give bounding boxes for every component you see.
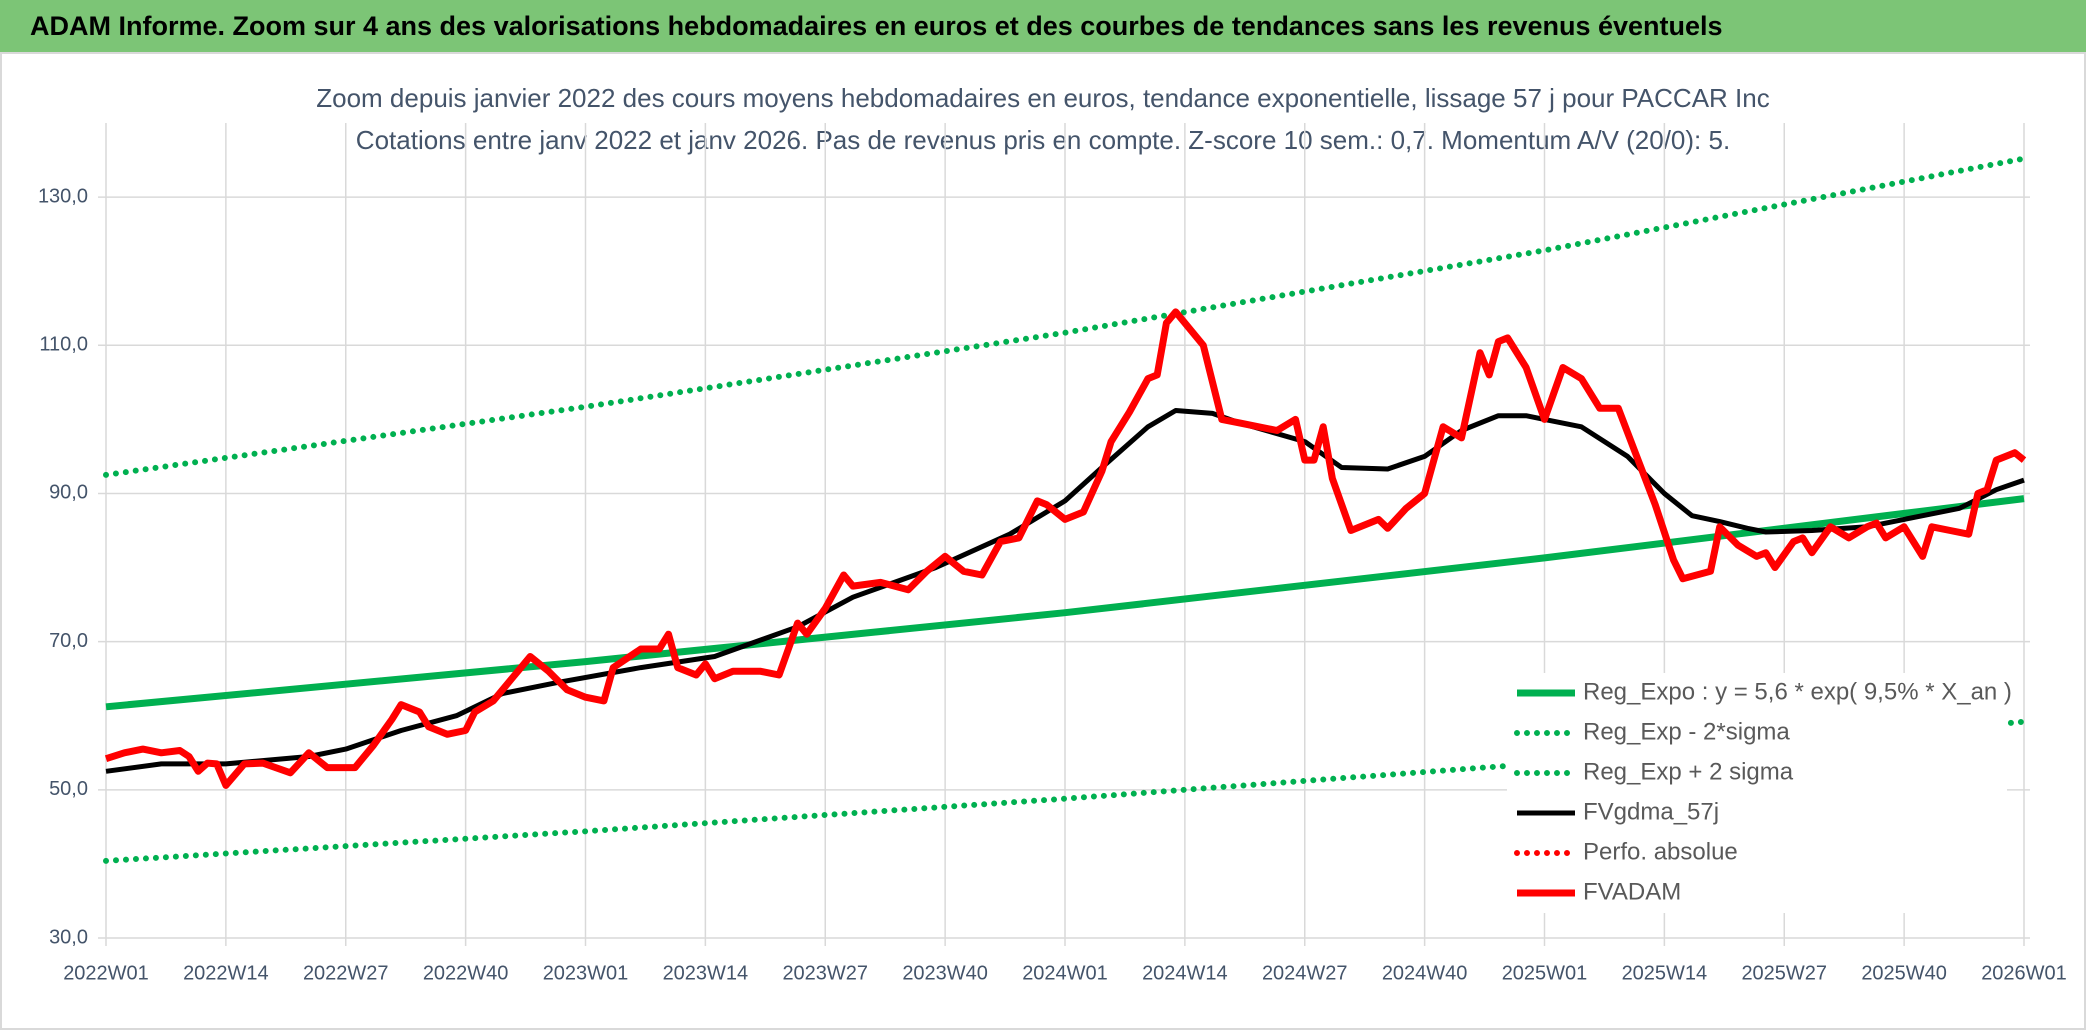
- y-tick-label: 130,0: [38, 185, 88, 207]
- chart-subtitle: Cotations entre janv 2022 et janv 2026. …: [356, 125, 1730, 155]
- chart-frame: [0, 52, 2086, 1030]
- x-tick-label: 2023W27: [782, 962, 868, 984]
- header-title: ADAM Informe. Zoom sur 4 ans des valoris…: [30, 11, 1723, 41]
- y-tick-label: 50,0: [49, 778, 88, 800]
- x-tick-label: 2023W40: [902, 962, 988, 984]
- series-line: [104, 308, 2027, 789]
- legend-label: FVADAM: [1583, 878, 1681, 905]
- y-tick-label: 110,0: [39, 334, 88, 356]
- y-tick-label: 90,0: [49, 482, 88, 504]
- x-tick-label: 2022W27: [303, 962, 389, 984]
- y-tick-label: 70,0: [49, 630, 88, 652]
- header-bar: [0, 0, 2086, 53]
- x-tick-label: 2024W01: [1022, 962, 1108, 984]
- x-tick-label: 2025W01: [1502, 962, 1588, 984]
- series-line: [103, 155, 2027, 478]
- x-tick-label: 2024W14: [1142, 962, 1228, 984]
- y-tick-label: 30,0: [49, 926, 88, 948]
- x-tick-label: 2023W01: [543, 962, 629, 984]
- chart-title: Zoom depuis janvier 2022 des cours moyen…: [316, 83, 1769, 113]
- legend-label: Reg_Exp - 2*sigma: [1583, 718, 1790, 745]
- legend-label: Perfo. absolue: [1583, 838, 1738, 865]
- legend-label: Reg_Expo : y = 5,6 * exp( 9,5% * X_an ): [1583, 678, 2012, 705]
- legend-background: [1507, 673, 2007, 913]
- x-tick-label: 2023W14: [663, 962, 749, 984]
- x-tick-label: 2022W40: [423, 962, 509, 984]
- x-tick-label: 2025W40: [1861, 962, 1947, 984]
- x-tick-label: 2022W14: [183, 962, 269, 984]
- x-tick-label: 2024W40: [1382, 962, 1468, 984]
- x-tick-label: 2022W01: [63, 962, 149, 984]
- x-tick-label: 2025W14: [1622, 962, 1708, 984]
- legend-label: FVgdma_57j: [1583, 798, 1719, 825]
- x-tick-label: 2024W27: [1262, 962, 1348, 984]
- x-tick-label: 2026W01: [1981, 962, 2067, 984]
- series-line: [105, 495, 2025, 711]
- x-tick-label: 2025W27: [1741, 962, 1827, 984]
- legend-label: Reg_Exp + 2 sigma: [1583, 758, 1794, 785]
